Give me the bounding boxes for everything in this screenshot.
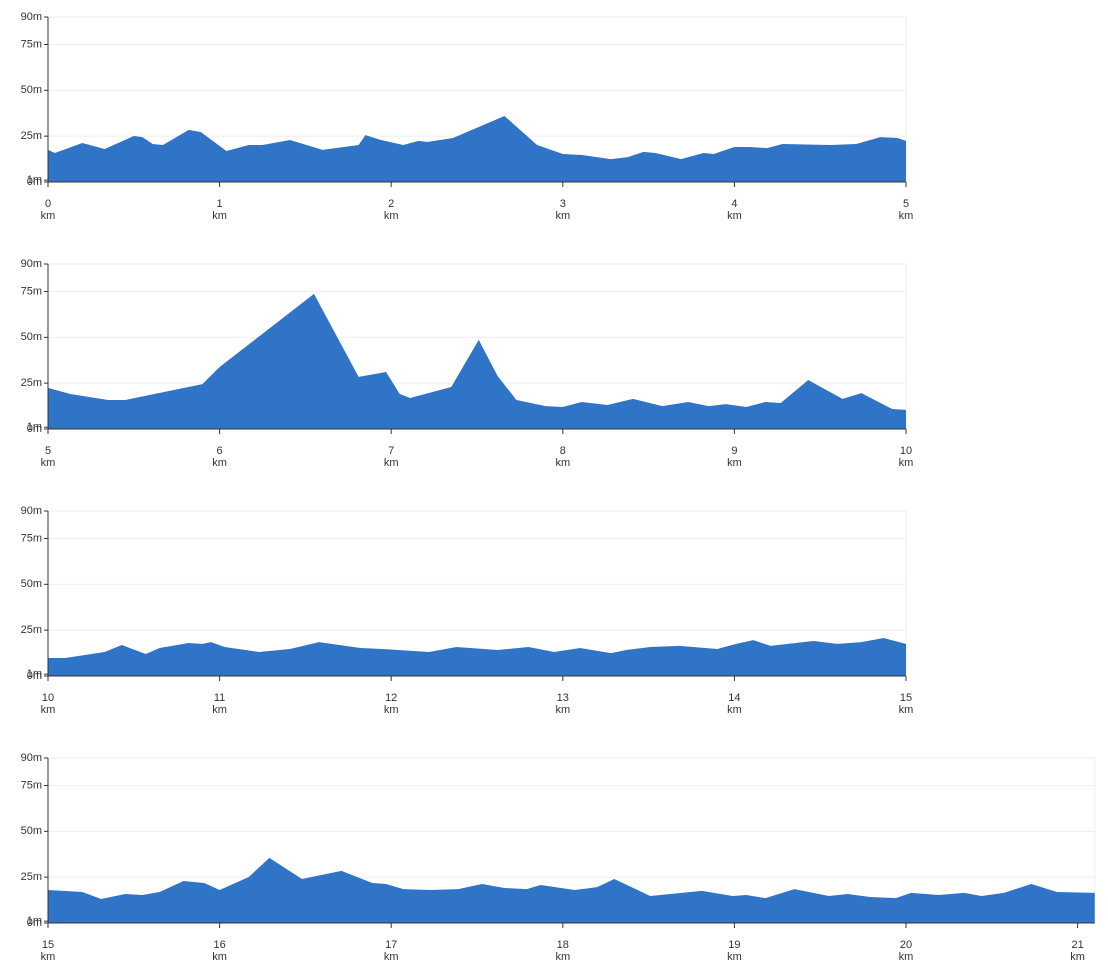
x-tick-label: 0	[45, 198, 51, 210]
x-tick-unit: km	[555, 704, 570, 716]
x-tick-label: 6	[217, 445, 223, 457]
elevation-area	[48, 293, 906, 429]
x-tick-unit: km	[384, 457, 399, 469]
y-tick-label: 1m	[27, 915, 42, 927]
y-tick-label: 0m	[27, 917, 42, 929]
x-tick-label: 17	[385, 939, 397, 951]
y-tick-label: 75m	[21, 779, 42, 791]
x-tick-label: 1	[217, 198, 223, 210]
x-tick-label: 21	[1071, 939, 1083, 951]
x-tick-label: 5	[45, 445, 51, 457]
y-tick-label: 75m	[21, 38, 42, 50]
x-tick-label: 9	[731, 445, 737, 457]
y-tick-label: 50m	[21, 84, 42, 96]
x-tick-label: 15	[900, 692, 912, 704]
x-tick-unit: km	[384, 704, 399, 716]
x-tick-label: 20	[900, 939, 912, 951]
y-tick-label: 90m	[21, 505, 42, 517]
x-tick-label: 2	[388, 198, 394, 210]
elevation-area	[48, 857, 1095, 923]
y-tick-label: 25m	[21, 624, 42, 636]
x-tick-unit: km	[384, 210, 399, 222]
x-tick-unit: km	[555, 951, 570, 963]
x-tick-label: 10	[900, 445, 912, 457]
x-tick-unit: km	[899, 457, 914, 469]
x-tick-unit: km	[1070, 951, 1085, 963]
x-tick-label: 11	[214, 692, 225, 704]
x-tick-label: 4	[731, 198, 737, 210]
y-tick-label: 90m	[21, 258, 42, 270]
y-tick-label: 1m	[27, 421, 42, 433]
x-tick-label: 7	[388, 445, 394, 457]
x-tick-unit: km	[212, 210, 227, 222]
x-tick-label: 16	[213, 939, 225, 951]
x-tick-label: 18	[557, 939, 569, 951]
y-tick-label: 50m	[21, 331, 42, 343]
y-tick-label: 75m	[21, 285, 42, 297]
y-tick-label: 1m	[27, 668, 42, 680]
x-tick-label: 5	[903, 198, 909, 210]
x-tick-unit: km	[727, 457, 742, 469]
x-tick-label: 12	[385, 692, 397, 704]
x-tick-label: 3	[560, 198, 566, 210]
x-tick-unit: km	[727, 704, 742, 716]
y-tick-label: 50m	[21, 825, 42, 837]
x-tick-unit: km	[727, 951, 742, 963]
x-tick-unit: km	[212, 457, 227, 469]
x-tick-label: 14	[728, 692, 740, 704]
x-tick-unit: km	[899, 951, 914, 963]
x-tick-label: 8	[560, 445, 566, 457]
x-tick-unit: km	[727, 210, 742, 222]
x-tick-unit: km	[899, 210, 914, 222]
x-tick-label: 10	[42, 692, 54, 704]
x-tick-unit: km	[212, 951, 227, 963]
x-tick-label: 15	[42, 939, 54, 951]
x-tick-unit: km	[212, 704, 227, 716]
y-tick-label: 50m	[21, 578, 42, 590]
x-tick-unit: km	[41, 951, 56, 963]
x-tick-unit: km	[41, 704, 56, 716]
elevation-area	[48, 116, 906, 182]
y-tick-label: 90m	[21, 11, 42, 23]
x-tick-unit: km	[384, 951, 399, 963]
y-tick-label: 0m	[27, 176, 42, 188]
x-tick-unit: km	[899, 704, 914, 716]
y-tick-label: 25m	[21, 130, 42, 142]
y-tick-label: 90m	[21, 752, 42, 764]
y-tick-label: 1m	[27, 174, 42, 186]
x-tick-unit: km	[555, 457, 570, 469]
x-tick-label: 13	[557, 692, 569, 704]
y-tick-label: 25m	[21, 377, 42, 389]
x-tick-unit: km	[555, 210, 570, 222]
elevation-area	[48, 638, 906, 676]
y-tick-label: 0m	[27, 423, 42, 435]
x-tick-unit: km	[41, 210, 56, 222]
y-tick-label: 25m	[21, 871, 42, 883]
x-tick-label: 19	[728, 939, 740, 951]
y-tick-label: 75m	[21, 532, 42, 544]
x-tick-unit: km	[41, 457, 56, 469]
y-tick-label: 0m	[27, 670, 42, 682]
